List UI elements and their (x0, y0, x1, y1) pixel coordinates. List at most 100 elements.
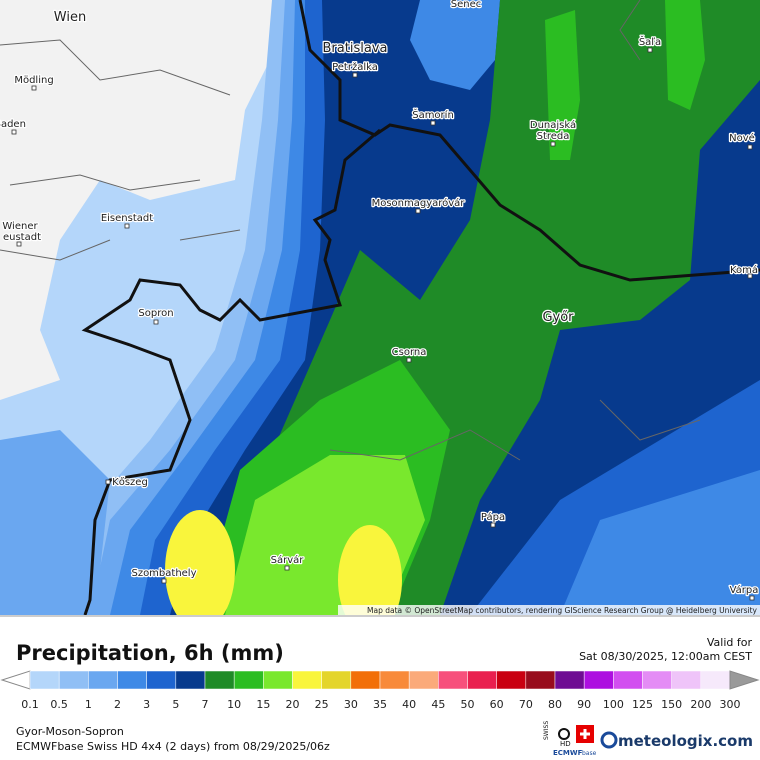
legend-swatch (583, 670, 614, 690)
precip-area (560, 470, 760, 615)
dry-area (0, 0, 280, 400)
valid-label: Valid for (707, 636, 753, 649)
legend-level: 45 (431, 698, 445, 711)
city-label: Wiener (2, 221, 38, 232)
country-border (298, 0, 760, 282)
legend: 0.1 0.5 1 2 3 5 7 10 15 20 25 30 35 40 45 50 60 70 80 90 100… (0, 670, 760, 711)
logo-text: ECMWF (553, 749, 583, 757)
city-label: Pápa (481, 511, 505, 523)
legend-swatch (525, 670, 556, 690)
city-label: Győr (542, 310, 574, 325)
legend-level: 2 (114, 698, 121, 711)
legend-level: 70 (519, 698, 533, 711)
city-label: Csorna (392, 347, 427, 358)
city-label: Sárvár (271, 554, 305, 566)
legend-level: 15 (256, 698, 270, 711)
attribution: Map data © OpenStreetMap contributors, r… (367, 606, 758, 615)
legend-level: 0.5 (50, 698, 68, 711)
legend-swatch (175, 670, 206, 690)
city-label: Szombathely (131, 568, 196, 579)
map: Wien Senec Šaľa Bratislava Petržalka Möd… (0, 0, 760, 615)
city-label: Streda (537, 131, 570, 142)
city-labels: Wien Senec Šaľa Bratislava Petržalka Möd… (0, 0, 760, 597)
legend-level: 1 (85, 698, 92, 711)
city-label: Várpa (730, 584, 759, 596)
city-label: Komá (730, 264, 758, 276)
city-label: Šamorín (412, 108, 454, 121)
legend-swatch (263, 670, 293, 690)
legend-level: 35 (373, 698, 387, 711)
city-label: Senec (451, 0, 482, 10)
legend-swatch (408, 670, 439, 690)
legend-level: 100 (603, 698, 624, 711)
legend-above (729, 670, 760, 690)
precip-area (545, 10, 580, 160)
legend-level: 30 (344, 698, 358, 711)
city-label: eustadt (3, 232, 41, 243)
legend-swatch (496, 670, 527, 690)
city-label: Nové (729, 132, 755, 144)
precip-area (165, 510, 235, 615)
city-label: Bratislava (323, 41, 388, 56)
city-label: Baden (0, 119, 26, 130)
legend-swatch (467, 670, 497, 690)
city-label: Sopron (138, 308, 173, 319)
city-label: Petržalka (332, 61, 378, 73)
legend-level: 60 (490, 698, 504, 711)
legend-level: 7 (202, 698, 209, 711)
legend-level: 20 (286, 698, 300, 711)
legend-swatch (233, 670, 264, 690)
logo-text: HD (560, 740, 571, 748)
country-border (81, 128, 381, 615)
legend-level: 150 (661, 698, 682, 711)
city-label: Dunajská (530, 119, 576, 131)
legend-swatch (671, 670, 702, 690)
city-label: Šaľa (639, 35, 661, 48)
brand: meteologix.com (618, 732, 753, 750)
precip-area (665, 0, 705, 110)
legend-swatch (554, 670, 585, 690)
legend-level: 40 (402, 698, 416, 711)
logo-text: SWISS (543, 721, 550, 740)
city-label: Kőszeg (112, 476, 148, 488)
city-label: Mödling (14, 75, 53, 86)
legend-swatch (146, 670, 177, 690)
precip-area (338, 525, 402, 615)
legend-swatch (642, 670, 672, 690)
model-info: ECMWFbase Swiss HD 4x4 (2 days) from 08/… (16, 740, 330, 753)
legend-level: 5 (172, 698, 179, 711)
legend-level: 10 (227, 698, 241, 711)
legend-level: 3 (143, 698, 150, 711)
valid-time: Sat 08/30/2025, 12:00am CEST (579, 650, 752, 663)
legend-swatch (321, 670, 352, 690)
legend-level: 200 (690, 698, 711, 711)
legend-swatch (350, 670, 381, 690)
city-label: Mosonmagyaróvár (372, 197, 466, 209)
legend-level: 0.1 (21, 698, 39, 711)
title: Precipitation, 6h (mm) (16, 641, 284, 665)
legend-level: 80 (548, 698, 562, 711)
city-label: Wien (54, 10, 86, 25)
legend-swatch (700, 670, 731, 690)
brand-icon (600, 731, 618, 749)
region: Gyor-Moson-Sopron (16, 725, 124, 738)
logo-text: base (582, 750, 597, 757)
legend-swatch (88, 670, 118, 690)
legend-swatch (204, 670, 235, 690)
admin-borders (0, 0, 701, 461)
legend-swatch (613, 670, 643, 690)
legend-swatch (29, 670, 60, 690)
precip-area (410, 0, 500, 90)
legend-below (0, 670, 31, 690)
logo: SWISS HD ECMWF base meteologix.com (543, 721, 753, 757)
attribution-bg (338, 605, 760, 615)
legend-level: 90 (577, 698, 591, 711)
logo-icon (558, 728, 570, 740)
legend-level: 125 (632, 698, 653, 711)
swiss-cross (580, 729, 590, 739)
legend-swatch (379, 670, 410, 690)
precip-area (0, 430, 110, 615)
legend-level: 25 (315, 698, 329, 711)
